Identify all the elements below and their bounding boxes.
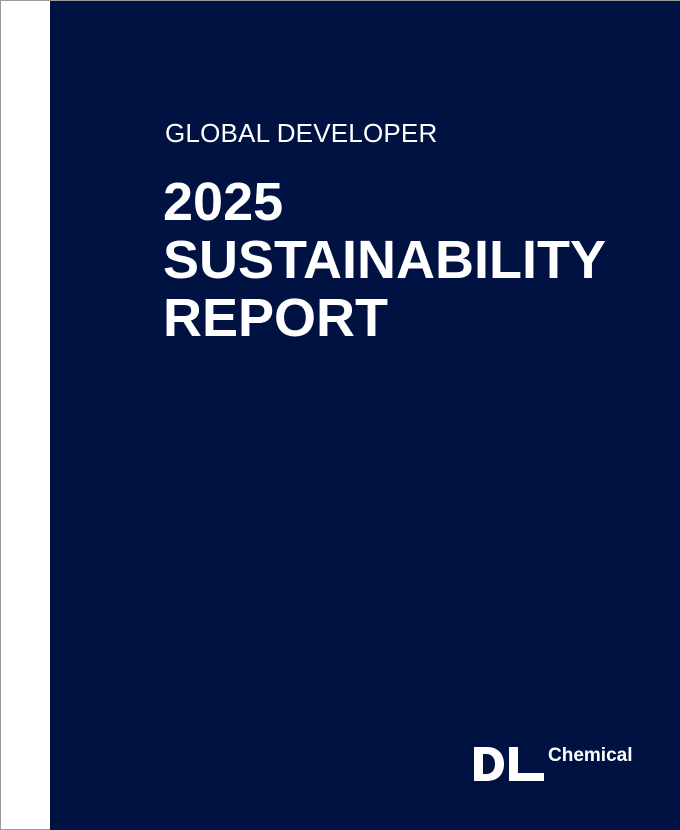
dl-chemical-logo: Chemical xyxy=(474,745,633,781)
cover-eyebrow: GLOBAL DEVELOPER xyxy=(165,118,438,148)
logo-wordmark: Chemical xyxy=(548,745,633,766)
dl-logo-mark-icon xyxy=(474,747,544,781)
cover-title-line-year: 2025 xyxy=(163,172,284,232)
cover-panel: GLOBAL DEVELOPER 2025 SUSTAINABILITY REP… xyxy=(50,1,680,830)
cover-title-line-subject: SUSTAINABILITY xyxy=(163,230,606,290)
cover-title-line-type: REPORT xyxy=(163,288,389,348)
cover-title: 2025 SUSTAINABILITY REPORT xyxy=(163,173,606,347)
